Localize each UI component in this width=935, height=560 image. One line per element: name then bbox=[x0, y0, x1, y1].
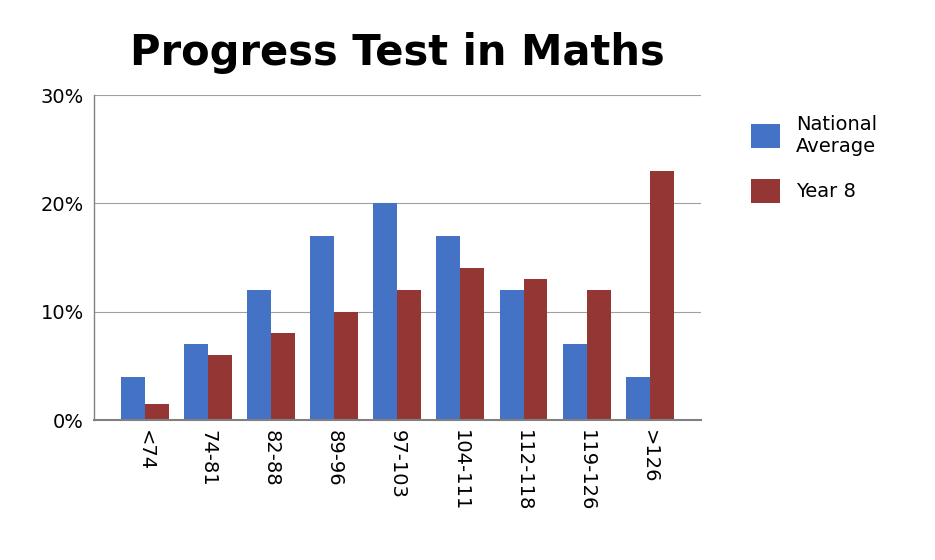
Bar bbox=[145, 404, 169, 420]
Bar bbox=[184, 344, 209, 420]
Bar bbox=[122, 377, 145, 420]
Bar bbox=[310, 236, 335, 420]
Bar bbox=[271, 333, 295, 420]
Title: Progress Test in Maths: Progress Test in Maths bbox=[130, 32, 665, 74]
Bar bbox=[335, 312, 358, 420]
Legend: National
Average, Year 8: National Average, Year 8 bbox=[741, 105, 886, 212]
Bar bbox=[209, 355, 232, 420]
Bar bbox=[397, 290, 422, 420]
Bar bbox=[650, 171, 673, 420]
Bar bbox=[247, 290, 271, 420]
Bar bbox=[437, 236, 460, 420]
Bar bbox=[460, 268, 484, 420]
Bar bbox=[373, 203, 397, 420]
Bar bbox=[626, 377, 650, 420]
Bar bbox=[586, 290, 611, 420]
Bar bbox=[499, 290, 524, 420]
Bar bbox=[563, 344, 586, 420]
Bar bbox=[524, 279, 548, 420]
